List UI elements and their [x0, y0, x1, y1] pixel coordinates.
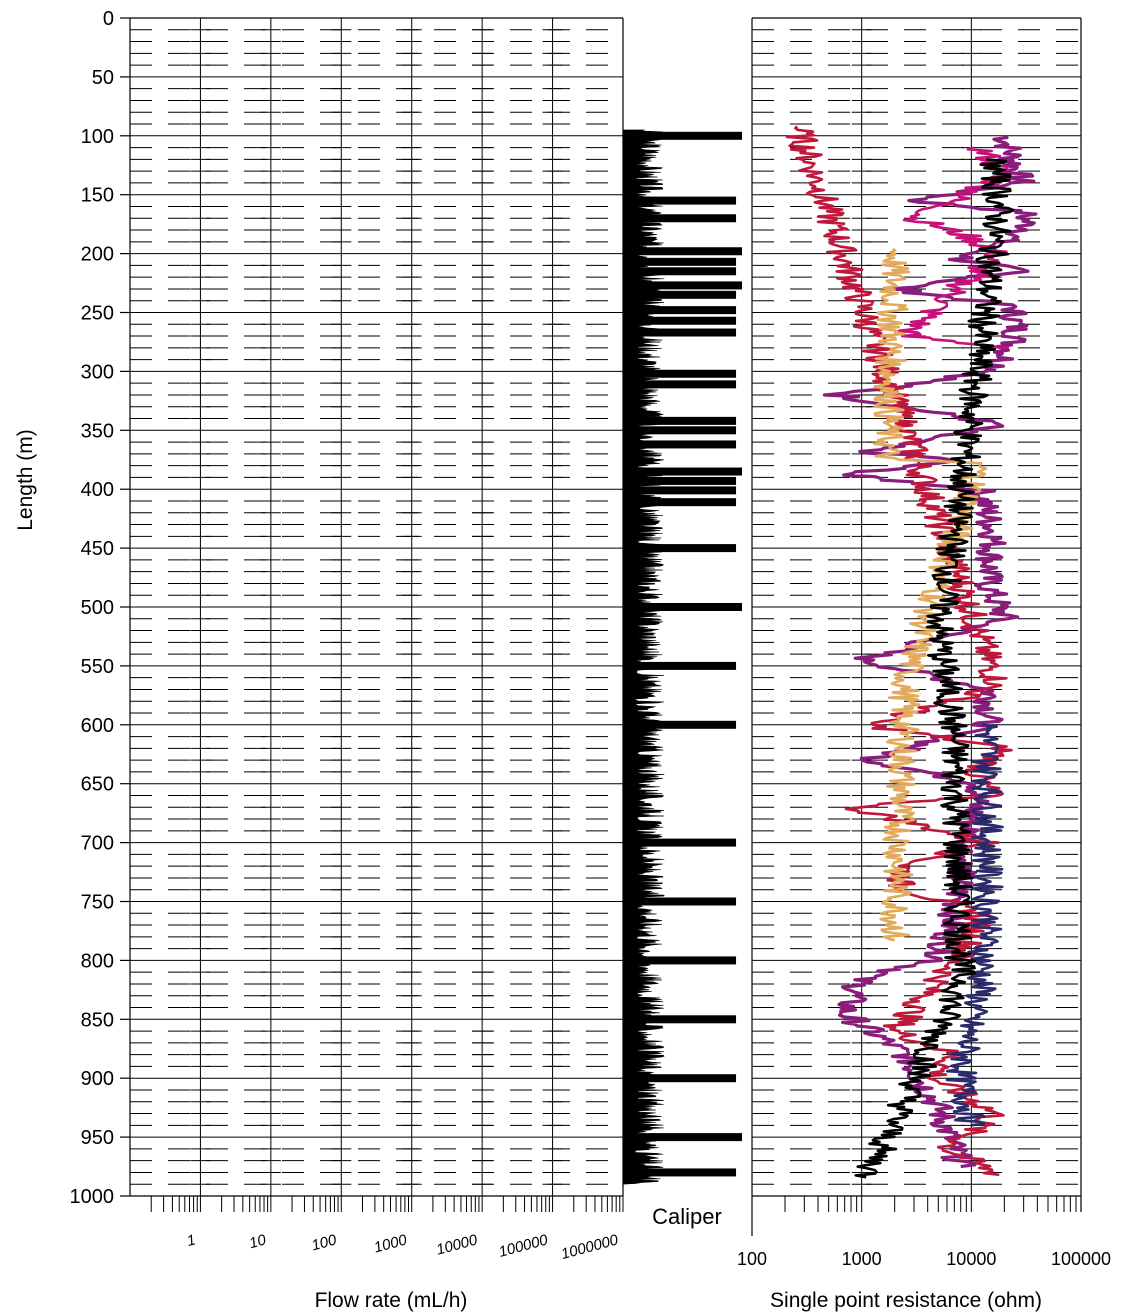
caliper-spike: [623, 498, 737, 507]
y-tick-label: 500: [81, 597, 114, 619]
y-tick-label: 450: [81, 538, 114, 560]
caliper-spike: [623, 661, 737, 670]
caliper-spike: [623, 328, 737, 337]
resistance-series-5: [854, 158, 1015, 1179]
y-tick-label: 650: [81, 774, 114, 796]
caliper-spike: [623, 838, 737, 847]
resistance-series-3: [872, 247, 988, 942]
caliper-spike: [623, 1133, 742, 1142]
caliper-spike: [623, 369, 737, 378]
flow-x-tick-label: 100000: [497, 1231, 550, 1261]
flow-x-tick-label: 1000: [372, 1231, 409, 1256]
caliper-spike: [623, 267, 737, 276]
flow-x-tick-label: 1000000: [559, 1231, 620, 1263]
resistance-series-4: [945, 723, 1004, 1127]
y-tick-label: 300: [81, 361, 114, 383]
caliper-spike: [623, 281, 742, 290]
caliper-spike: [623, 1168, 737, 1177]
resistance-x-tick-label: 100000: [1051, 1249, 1111, 1269]
y-tick-label: 0: [103, 8, 114, 30]
caliper-panel: [622, 129, 742, 1185]
caliper-spike: [623, 247, 742, 256]
caliper-spike: [623, 426, 737, 435]
caliper-spike: [623, 603, 742, 611]
flow-x-tick-label: 10: [247, 1231, 268, 1252]
flow-x-tick-label: 100: [310, 1231, 339, 1254]
resistance-series-2: [785, 125, 1013, 1177]
resistance-x-tick-label: 100: [737, 1249, 767, 1269]
y-tick-label: 750: [81, 892, 114, 914]
y-axis-ticks: 0 50 100 150 200 250 300 350 400 450 500 550 600 650 7…: [70, 8, 130, 1208]
caliper-spike: [623, 196, 737, 205]
y-tick-label: 700: [81, 833, 114, 855]
caliper-spike: [623, 416, 737, 425]
caliper-spike: [623, 306, 737, 315]
caliper-spike: [623, 316, 737, 325]
caliper-spike: [623, 290, 737, 299]
resistance-x-axis-title: Single point resistance (ohm): [770, 1289, 1042, 1312]
y-tick-label: 900: [81, 1068, 114, 1090]
caliper-spike: [623, 1015, 737, 1024]
resistance-x-tick-label: 10000: [946, 1249, 996, 1269]
caliper-spike: [623, 486, 737, 495]
flow-x-tick-label: 1: [185, 1231, 197, 1250]
flow-rate-x-ticks: 1 10 100 1000 10000 100000 1000000: [150, 1196, 624, 1263]
caliper-spike: [623, 544, 737, 553]
y-tick-label: 350: [81, 420, 114, 442]
caliper-spike: [623, 467, 742, 476]
y-tick-label: 250: [81, 303, 114, 325]
caliper-spike: [623, 214, 737, 223]
flow-rate-x-axis-title: Flow rate (mL/h): [315, 1289, 468, 1312]
caliper-spike: [623, 257, 737, 266]
y-tick-label: 150: [81, 185, 114, 207]
caliper-spike: [623, 956, 737, 965]
caliper-x-axis-title: Caliper: [652, 1204, 722, 1229]
y-tick-label: 400: [81, 479, 114, 501]
y-tick-label: 200: [81, 244, 114, 266]
y-tick-label: 800: [81, 950, 114, 972]
y-tick-label: 1000: [70, 1186, 115, 1208]
caliper-spike: [623, 897, 737, 906]
caliper-spike: [623, 1074, 737, 1083]
caliper-trace: [622, 129, 665, 1185]
flow-x-tick-label: 10000: [434, 1231, 479, 1258]
panel-frames: [129, 17, 1082, 1236]
y-tick-label: 100: [81, 126, 114, 148]
resistance-x-ticks: 100 1000 10000 100000: [737, 1196, 1111, 1269]
y-tick-label: 600: [81, 715, 114, 737]
caliper-spike: [623, 440, 737, 449]
y-tick-label: 950: [81, 1127, 114, 1149]
y-tick-label: 50: [92, 67, 114, 89]
caliper-spike: [623, 131, 742, 140]
y-tick-label: 850: [81, 1009, 114, 1031]
flow-rate-panel-grid: [130, 18, 623, 1196]
caliper-spike: [623, 380, 737, 389]
resistance-series-group: [785, 125, 1038, 1179]
y-tick-label: 550: [81, 656, 114, 678]
resistance-x-tick-label: 1000: [842, 1249, 882, 1269]
caliper-spike: [623, 476, 737, 485]
y-axis-title: Length (m): [14, 429, 37, 531]
caliper-spike: [623, 720, 737, 729]
